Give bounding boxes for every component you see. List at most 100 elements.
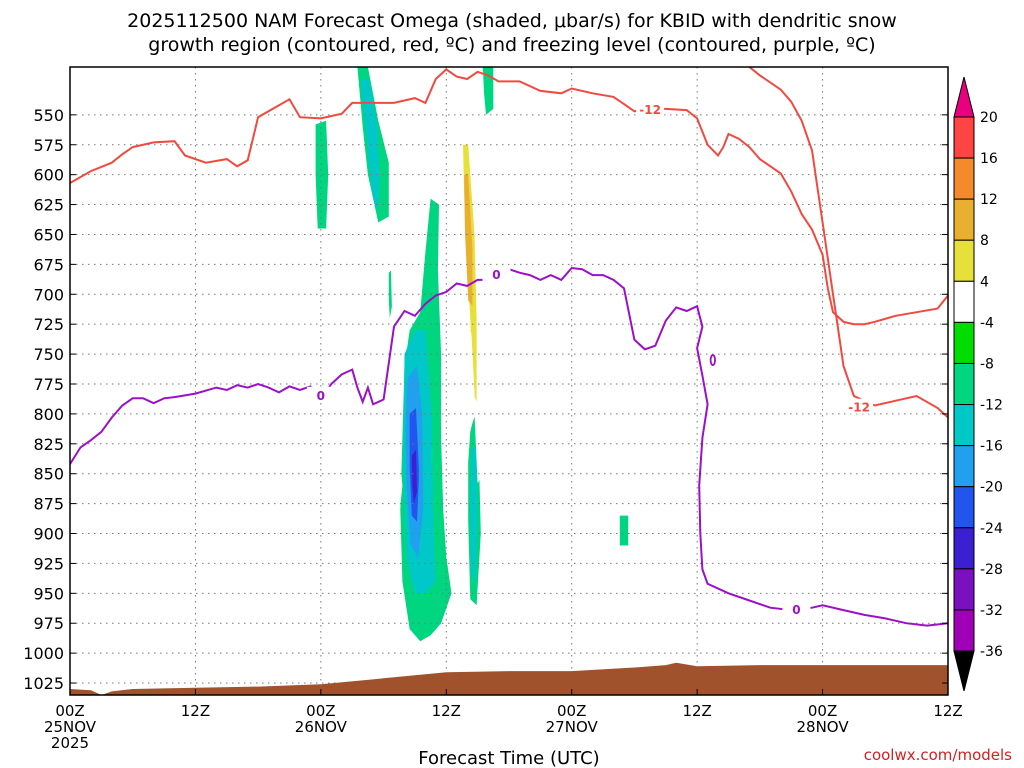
dgz-contour-top (70, 68, 948, 326)
colorbar-band-12 (953, 609, 975, 652)
omega-region-1 (482, 67, 494, 115)
colorbar: 20 16 12 8 4 -4 -8 -12 -16 -20 -24 -28 -32 -36 (953, 76, 1003, 692)
omega-region-3 (388, 270, 392, 319)
x-tick-label-0-2: 2025 (51, 734, 89, 752)
freezing-label-c-bg (782, 600, 811, 616)
chart-title-line-1: 2025112500 NAM Forecast Omega (shaded, μ… (127, 10, 897, 32)
x-tick-label-1-0: 12Z (181, 702, 210, 720)
freezing-label-a-bg (306, 386, 335, 402)
y-tick-label-9: 775 (33, 375, 64, 394)
y-tick-label-7: 725 (33, 315, 64, 334)
x-tick-label-5-0: 12Z (682, 702, 711, 720)
contour-layer: -12 -12 0 0 0 (70, 67, 948, 627)
y-tick-label-12: 850 (33, 465, 64, 484)
y-tick-label-4: 650 (33, 225, 64, 244)
colorbar-label-8: -16 (980, 439, 1003, 455)
omega-region-15 (733, 228, 746, 319)
colorbar-band-3 (953, 239, 975, 282)
omega-region-14 (617, 67, 630, 179)
y-tick-label-1: 575 (33, 136, 64, 155)
freezing-label-b-bg (482, 265, 511, 281)
freezing-level-contour (70, 266, 948, 627)
y-tick-label-8: 750 (33, 345, 64, 364)
colorbar-band-11 (953, 568, 975, 611)
omega-region-2 (315, 120, 329, 229)
x-axis-label: Forecast Time (UTC) (418, 748, 599, 768)
y-tick-label-14: 900 (33, 525, 64, 544)
colorbar-label-6: -8 (980, 356, 994, 372)
colorbar-label-13: -36 (980, 644, 1003, 660)
omega-region-17 (636, 521, 642, 567)
gridlines (69, 67, 949, 695)
freezing-label-c: 0 (792, 603, 800, 617)
freezing-level-loop (709, 354, 716, 366)
colorbar-band-2 (953, 198, 975, 241)
colorbar-top-triangle (953, 76, 975, 118)
omega-shading-layer (71, 67, 829, 642)
x-tick-label-2-1: 26NOV (295, 718, 348, 736)
x-tick-label-0-0: 00Z (55, 702, 84, 720)
colorbar-label-5: -4 (980, 315, 994, 331)
colorbar-label-1: 16 (980, 151, 998, 167)
x-tick-label-6-1: 28NOV (797, 718, 850, 736)
omega-region-6 (619, 515, 629, 546)
dgz-label-bottom: -12 (848, 401, 870, 415)
x-tick-label-2-0: 00Z (306, 702, 335, 720)
y-tick-label-16: 950 (33, 584, 64, 603)
colorbar-band-5 (953, 321, 975, 364)
colorbar-label-4: 4 (980, 274, 989, 290)
x-tick-label-6-0: 00Z (808, 702, 837, 720)
y-tick-label-0: 550 (33, 106, 64, 125)
x-tick-label-4-1: 27NOV (546, 718, 599, 736)
colorbar-label-3: 8 (980, 233, 989, 249)
y-tick-label-18: 1000 (23, 644, 64, 663)
credit-text: coolwx.com/models (864, 746, 1012, 764)
y-tick-label-15: 925 (33, 554, 64, 573)
omega-region-18 (391, 413, 403, 516)
x-tick-label-4-0: 00Z (557, 702, 586, 720)
omega-region-21 (464, 174, 473, 307)
y-tick-label-6: 700 (33, 285, 64, 304)
y-axis-ticks: 550 575 600 625 650 675 700 725 750 775 800 825 850 8… (23, 106, 948, 693)
colorbar-band-1 (953, 157, 975, 200)
colorbar-band-4 (953, 280, 975, 323)
omega-region-12 (411, 449, 417, 504)
colorbar-label-7: -12 (980, 398, 1003, 414)
colorbar-label-11: -28 (980, 562, 1003, 578)
colorbar-label-9: -20 (980, 480, 1003, 496)
colorbar-bottom-triangle (953, 650, 975, 692)
y-tick-label-17: 975 (33, 614, 64, 633)
colorbar-label-12: -32 (980, 603, 1003, 619)
y-tick-label-10: 800 (33, 405, 64, 424)
y-tick-label-11: 825 (33, 435, 64, 454)
colorbar-band-0 (953, 116, 975, 159)
dgz-label-top: -12 (639, 103, 661, 117)
y-tick-label-2: 600 (33, 166, 64, 185)
y-tick-label-13: 875 (33, 495, 64, 514)
colorbar-label-10: -24 (980, 521, 1003, 537)
x-tick-label-0-1: 25NOV (44, 718, 97, 736)
colorbar-label-0: 20 (980, 110, 998, 126)
freezing-label-b: 0 (492, 268, 500, 282)
chart-title-line-2: growth region (contoured, red, ºC) and f… (148, 34, 875, 56)
colorbar-band-8 (953, 445, 975, 488)
plot-frame (69, 66, 949, 696)
colorbar-band-10 (953, 527, 975, 570)
omega-region-9 (470, 447, 478, 582)
y-tick-label-19: 1025 (23, 674, 64, 693)
dgz-label-top-bg (636, 100, 665, 116)
omega-region-13 (71, 67, 80, 376)
y-tick-label-3: 625 (33, 196, 64, 215)
y-tick-label-5: 675 (33, 255, 64, 274)
omega-region-16 (817, 482, 829, 526)
dgz-label-bottom-bg (845, 398, 874, 414)
colorbar-band-7 (953, 404, 975, 447)
terrain-layer (70, 662, 948, 695)
x-tick-label-7-0: 12Z (933, 702, 962, 720)
freezing-label-a: 0 (317, 389, 325, 403)
terrain-fill (70, 662, 948, 695)
colorbar-label-2: 12 (980, 192, 998, 208)
colorbar-band-6 (953, 362, 975, 406)
